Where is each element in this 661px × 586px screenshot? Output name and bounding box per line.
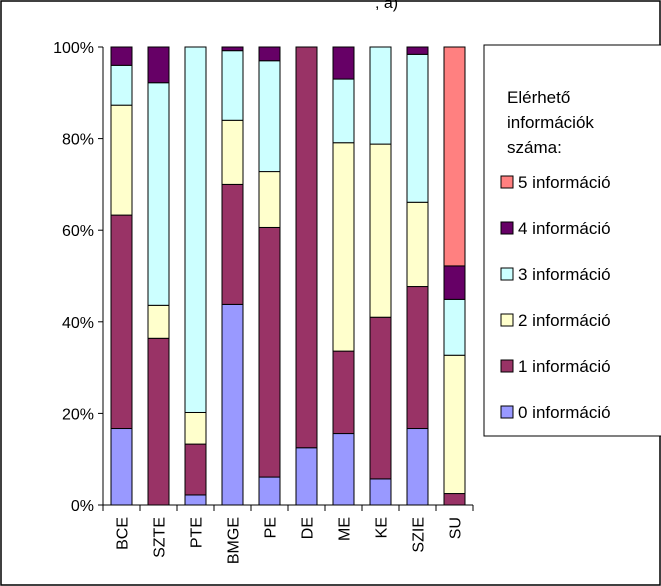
- bar-segment-me-2: [332, 142, 355, 352]
- bar-segment-me-3: [332, 78, 355, 144]
- legend-swatch: [500, 359, 514, 373]
- y-tick-label: 20%: [62, 406, 94, 423]
- bar-segment-pte-1: [184, 443, 207, 496]
- bar-segment-bmge-4: [221, 46, 244, 52]
- bar-segment-ke-2: [369, 143, 392, 318]
- bars: [110, 46, 466, 506]
- bar-segment-me-1: [332, 350, 355, 435]
- bar-segment-pte-3: [184, 46, 207, 413]
- x-tick-label: SU: [448, 517, 465, 539]
- y-axis: 0% 20% 40% 60% 80% 100%: [53, 40, 104, 515]
- bar-segment-su-1: [443, 493, 466, 506]
- bar-segment-pte-0: [184, 494, 207, 506]
- x-tick-label: SZIE: [411, 517, 428, 553]
- x-tick-label: SZTE: [152, 517, 169, 558]
- bar-segment-pe-1: [258, 226, 281, 478]
- legend-title-line-3: száma:: [507, 138, 562, 157]
- y-tick-label: 60%: [62, 223, 94, 240]
- bar-segment-bce-3: [110, 64, 133, 106]
- x-tick-label: DE: [300, 517, 317, 539]
- legend-swatch: [500, 175, 514, 189]
- bar-segment-bce-2: [110, 104, 133, 216]
- legend: Elérhető információk száma: 5 információ…: [483, 44, 661, 437]
- x-tick-label: ME: [337, 517, 354, 541]
- bar-segment-bmge-3: [221, 50, 244, 121]
- x-tick-label: BCE: [115, 517, 132, 550]
- y-tick-label: 0%: [71, 498, 94, 515]
- bar-segment-bmge-2: [221, 119, 244, 185]
- bar-segment-me-4: [332, 46, 355, 80]
- bar-segment-pte-2: [184, 411, 207, 445]
- bar-segment-pe-0: [258, 476, 281, 506]
- bar-segment-szie-0: [406, 428, 429, 506]
- bar-segment-bmge-0: [221, 303, 244, 506]
- bar-segment-szie-2: [406, 201, 429, 288]
- bar-segment-szie-1: [406, 286, 429, 430]
- bar-segment-bce-4: [110, 46, 133, 66]
- bar-segment-szie-4: [406, 46, 429, 55]
- bar-segment-pe-3: [258, 60, 281, 173]
- bar-segment-szte-4: [147, 46, 170, 84]
- legend-entry-label: 2 információ: [518, 311, 611, 330]
- y-tick-label: 100%: [53, 40, 94, 57]
- bar-segment-su-4: [443, 265, 466, 300]
- chart-title-fragment: , a): [375, 0, 398, 12]
- bar-segment-ke-0: [369, 478, 392, 506]
- bar-segment-ke-3: [369, 46, 392, 145]
- bar-segment-szte-2: [147, 304, 170, 339]
- bar-segment-su-3: [443, 298, 466, 356]
- legend-entry-label: 3 információ: [518, 265, 611, 284]
- bar-segment-pe-2: [258, 171, 281, 228]
- x-tick-label: PTE: [189, 517, 206, 548]
- bar-segment-bce-1: [110, 214, 133, 430]
- x-tick-label: KE: [374, 517, 391, 538]
- x-tick-label: BMGE: [226, 517, 243, 564]
- legend-swatch: [500, 313, 514, 327]
- x-axis: BCE SZTE PTE BMGE PE DE ME KE SZIE SU: [102, 504, 474, 564]
- legend-entry-label: 4 információ: [518, 219, 611, 238]
- y-tick-label: 80%: [62, 132, 94, 149]
- bar-segment-szie-3: [406, 53, 429, 203]
- legend-swatch: [500, 267, 514, 281]
- legend-title-line-2: információk: [507, 113, 594, 132]
- legend-entry-label: 5 információ: [518, 173, 611, 192]
- bar-segment-me-0: [332, 433, 355, 506]
- bar-segment-szte-3: [147, 82, 170, 306]
- bar-segment-szte-1: [147, 337, 170, 506]
- x-tick-label: PE: [263, 517, 280, 538]
- legend-entry-label: 1 információ: [518, 357, 611, 376]
- legend-entry-label: 0 információ: [518, 403, 611, 422]
- legend-swatch: [500, 221, 514, 235]
- y-tick-label: 40%: [62, 315, 94, 332]
- legend-title-line-1: Elérhető: [507, 88, 570, 107]
- bar-segment-bce-0: [110, 428, 133, 506]
- legend-swatch: [500, 405, 514, 419]
- bar-segment-su-2: [443, 354, 466, 495]
- bar-segment-de-1: [295, 46, 318, 449]
- bar-segment-ke-1: [369, 316, 392, 480]
- bar-segment-bmge-1: [221, 183, 244, 305]
- bar-segment-su-5: [443, 46, 466, 267]
- bar-segment-pe-4: [258, 46, 281, 62]
- bar-segment-de-0: [295, 447, 318, 506]
